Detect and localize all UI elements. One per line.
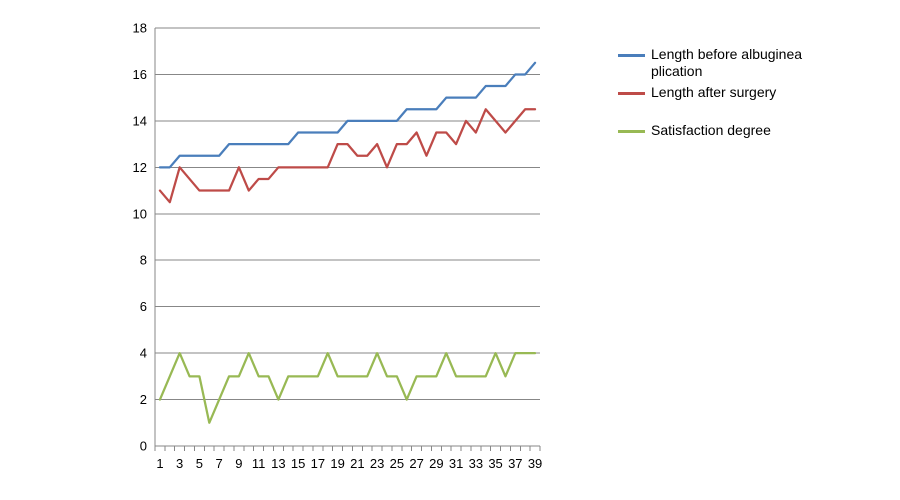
x-tick-label: 1 <box>156 456 163 471</box>
x-tick-label: 17 <box>311 456 325 471</box>
y-tick-label: 14 <box>133 113 147 128</box>
legend-swatch-satisfaction <box>618 130 645 133</box>
series-lines <box>158 61 537 424</box>
y-tick-label: 12 <box>133 160 147 175</box>
legend-swatch-length-after <box>618 92 645 95</box>
x-tick-label: 13 <box>271 456 285 471</box>
x-tick-label: 7 <box>216 456 223 471</box>
y-axis-tick-labels: 0 2 4 6 8 10 12 14 16 18 <box>133 21 147 454</box>
x-tick-label: 5 <box>196 456 203 471</box>
x-tick-label: 35 <box>488 456 502 471</box>
legend-swatch-length-before <box>618 54 645 57</box>
x-tick-label: 31 <box>449 456 463 471</box>
x-tick-label: 37 <box>508 456 522 471</box>
legend-item-satisfaction: Satisfaction degree <box>618 122 818 160</box>
x-axis-tick-labels: 1 3 5 7 9 11 13 15 17 19 21 23 25 27 29 31 33 35 37 39 <box>156 456 542 471</box>
y-tick-label: 6 <box>140 299 147 314</box>
gridlines <box>155 27 540 401</box>
x-tick-label: 39 <box>528 456 542 471</box>
x-tick-label: 15 <box>291 456 305 471</box>
legend-label-length-after: Length after surgery <box>651 84 777 100</box>
legend: Length before albuginea plication Length… <box>618 46 818 160</box>
x-tick-label: 29 <box>429 456 443 471</box>
x-tick-label: 19 <box>330 456 344 471</box>
x-tick-label: 3 <box>176 456 183 471</box>
legend-label-satisfaction: Satisfaction degree <box>651 122 771 138</box>
x-tick-label: 9 <box>235 456 242 471</box>
y-tick-label: 10 <box>133 206 147 221</box>
legend-item-length-after: Length after surgery <box>618 84 818 122</box>
y-tick-label: 2 <box>140 392 147 407</box>
series-line-2 <box>158 351 537 424</box>
y-tick-label: 0 <box>140 439 147 454</box>
y-tick-label: 18 <box>133 21 147 36</box>
axes <box>154 28 541 451</box>
legend-item-length-before: Length before albuginea plication <box>618 46 818 84</box>
series-line-1 <box>158 108 537 204</box>
x-tick-label: 21 <box>350 456 364 471</box>
x-tick-label: 27 <box>409 456 423 471</box>
y-tick-label: 16 <box>133 67 147 82</box>
x-tick-label: 11 <box>252 456 266 471</box>
y-tick-label: 4 <box>140 346 147 361</box>
x-tick-label: 23 <box>370 456 384 471</box>
y-tick-label: 8 <box>140 253 147 268</box>
series-line-0 <box>158 61 537 169</box>
legend-label-length-before: Length before albuginea plication <box>651 46 803 79</box>
x-tick-label: 33 <box>469 456 483 471</box>
x-tick-label: 25 <box>390 456 404 471</box>
